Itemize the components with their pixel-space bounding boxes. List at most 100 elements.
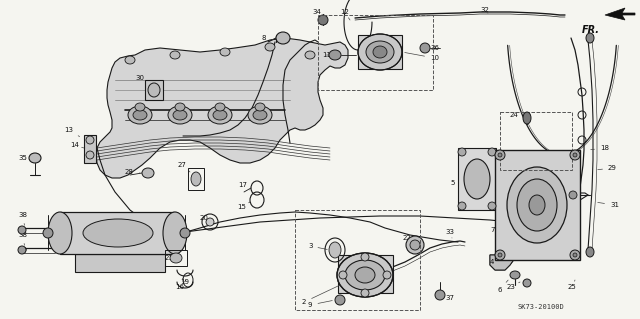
Ellipse shape <box>43 228 53 238</box>
Text: 7: 7 <box>490 227 500 238</box>
Ellipse shape <box>305 51 315 59</box>
Ellipse shape <box>495 250 505 260</box>
Bar <box>145 80 163 100</box>
Ellipse shape <box>488 202 496 210</box>
Ellipse shape <box>570 150 580 160</box>
Ellipse shape <box>573 153 577 157</box>
Ellipse shape <box>586 33 594 43</box>
Polygon shape <box>490 245 515 270</box>
Text: 19: 19 <box>180 279 189 285</box>
Text: 31: 31 <box>598 202 619 208</box>
Ellipse shape <box>83 219 153 247</box>
Text: 32: 32 <box>480 7 489 13</box>
Ellipse shape <box>170 51 180 59</box>
Ellipse shape <box>570 250 580 260</box>
Ellipse shape <box>420 43 430 53</box>
Text: 6: 6 <box>497 280 508 293</box>
Ellipse shape <box>410 240 420 250</box>
Ellipse shape <box>488 148 496 156</box>
Ellipse shape <box>215 103 225 111</box>
Text: 4: 4 <box>490 256 500 265</box>
Text: 22: 22 <box>403 235 412 241</box>
Ellipse shape <box>464 159 490 199</box>
Ellipse shape <box>435 290 445 300</box>
Ellipse shape <box>276 32 290 44</box>
Bar <box>75 254 165 272</box>
Text: 24: 24 <box>510 112 524 120</box>
Text: 33: 33 <box>445 229 454 238</box>
Text: 39: 39 <box>18 247 27 253</box>
Ellipse shape <box>507 167 567 243</box>
Ellipse shape <box>318 15 328 25</box>
Ellipse shape <box>170 253 182 263</box>
Ellipse shape <box>345 260 385 290</box>
Ellipse shape <box>498 253 502 257</box>
Text: 34: 34 <box>312 9 321 20</box>
Text: 11: 11 <box>322 52 331 58</box>
Ellipse shape <box>208 106 232 124</box>
Text: SK73-20100D: SK73-20100D <box>518 304 564 310</box>
Ellipse shape <box>383 271 391 279</box>
Ellipse shape <box>523 112 531 124</box>
Ellipse shape <box>361 253 369 261</box>
Text: 3: 3 <box>308 243 327 249</box>
Ellipse shape <box>163 212 187 254</box>
Text: 16: 16 <box>175 278 184 290</box>
Ellipse shape <box>86 136 94 144</box>
Ellipse shape <box>406 236 424 254</box>
Ellipse shape <box>220 48 230 56</box>
Ellipse shape <box>329 50 341 60</box>
Ellipse shape <box>329 242 341 258</box>
Bar <box>60 212 175 254</box>
Ellipse shape <box>586 247 594 257</box>
Ellipse shape <box>180 228 190 238</box>
Text: 20: 20 <box>200 215 209 222</box>
Bar <box>295 210 420 310</box>
Text: 18: 18 <box>591 145 609 151</box>
Text: 9: 9 <box>308 300 332 308</box>
Text: 35: 35 <box>18 155 27 161</box>
Text: 26: 26 <box>560 189 569 195</box>
Ellipse shape <box>366 41 394 63</box>
Ellipse shape <box>173 110 187 120</box>
Text: 28: 28 <box>125 169 140 175</box>
Bar <box>458 148 496 210</box>
Ellipse shape <box>523 279 531 287</box>
Ellipse shape <box>517 179 557 231</box>
Ellipse shape <box>128 106 152 124</box>
Ellipse shape <box>529 195 545 215</box>
Ellipse shape <box>133 110 147 120</box>
Ellipse shape <box>18 246 26 254</box>
Ellipse shape <box>337 253 393 297</box>
Text: 14: 14 <box>70 142 84 148</box>
Ellipse shape <box>248 106 272 124</box>
Ellipse shape <box>458 148 466 156</box>
Bar <box>358 35 402 69</box>
Polygon shape <box>96 38 348 178</box>
Text: 1: 1 <box>570 179 578 190</box>
Ellipse shape <box>168 106 192 124</box>
Text: 30: 30 <box>135 75 148 85</box>
Ellipse shape <box>495 150 505 160</box>
Text: 38: 38 <box>18 232 27 245</box>
Bar <box>188 168 204 190</box>
Ellipse shape <box>339 271 347 279</box>
Text: 38: 38 <box>18 212 27 225</box>
Bar <box>165 250 187 266</box>
Bar <box>338 255 393 293</box>
Bar <box>495 150 580 260</box>
Text: 25: 25 <box>568 280 577 290</box>
Text: 2: 2 <box>302 279 353 305</box>
Ellipse shape <box>569 191 577 199</box>
Polygon shape <box>605 8 635 20</box>
Text: 27: 27 <box>178 162 190 172</box>
Ellipse shape <box>125 56 135 64</box>
Ellipse shape <box>253 110 267 120</box>
Ellipse shape <box>458 202 466 210</box>
Ellipse shape <box>135 103 145 111</box>
Ellipse shape <box>86 151 94 159</box>
Text: 17: 17 <box>238 182 250 190</box>
Text: 12: 12 <box>340 9 350 20</box>
Text: 23: 23 <box>507 282 520 290</box>
Ellipse shape <box>255 103 265 111</box>
